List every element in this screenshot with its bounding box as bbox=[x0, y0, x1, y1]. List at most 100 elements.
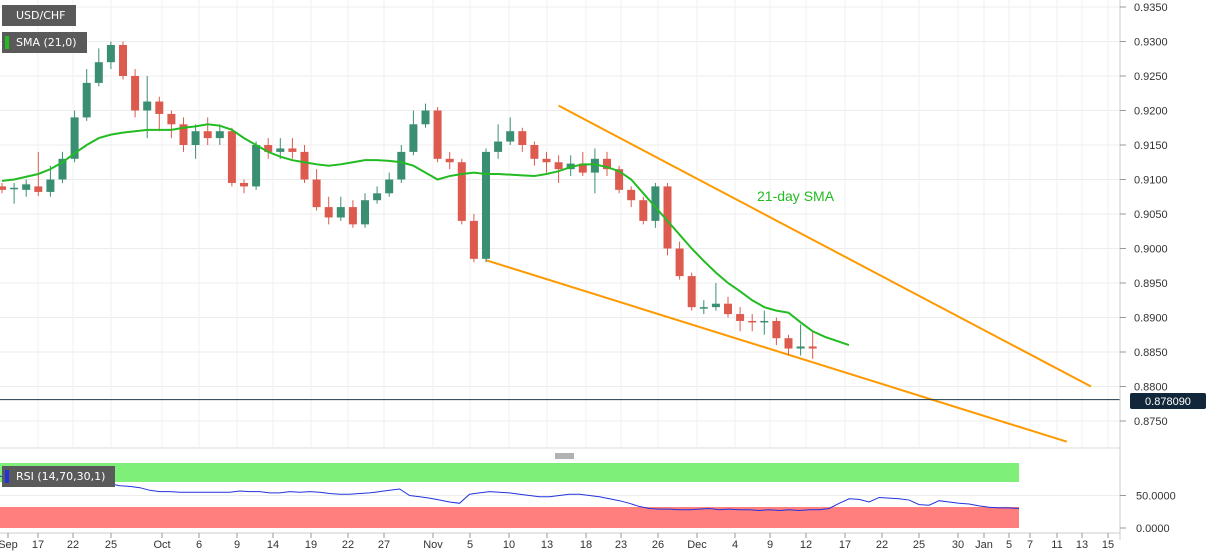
candle-body bbox=[46, 179, 55, 192]
candle bbox=[252, 141, 261, 190]
x-axis-ticks: Sep 17 22 25 Oct 6 9 14 19 22 27 Nov 5 10 13 18 23 26 Dec 4… bbox=[0, 533, 1114, 551]
candle bbox=[663, 182, 672, 256]
candle bbox=[397, 145, 406, 183]
candle-body bbox=[808, 346, 817, 349]
x-tick-label: 5 bbox=[1006, 539, 1012, 551]
candle bbox=[736, 307, 745, 332]
pane-resize-handle[interactable] bbox=[555, 453, 574, 459]
candle bbox=[687, 272, 696, 311]
y-tick-label: 0.9050 bbox=[1134, 209, 1168, 221]
rsi-legend-tag[interactable]: RSI (14,70,30,1) bbox=[2, 466, 116, 487]
candle-body bbox=[421, 110, 430, 125]
y-tick-label: 0.9150 bbox=[1134, 140, 1168, 152]
candle-body bbox=[94, 62, 103, 83]
candle-body bbox=[131, 76, 140, 111]
x-tick-label: Sep bbox=[0, 539, 18, 551]
x-tick-label: 15 bbox=[1102, 539, 1114, 551]
candle-body bbox=[675, 248, 684, 277]
candle-body bbox=[240, 182, 248, 187]
y-tick-label: 0.9100 bbox=[1134, 175, 1168, 187]
x-tick-label: 22 bbox=[67, 539, 79, 551]
price-y-ticks: 0.9350 0.9300 0.9250 0.9200 0.9150 0.9100 0.90… bbox=[1120, 2, 1168, 428]
candle-body bbox=[506, 131, 515, 142]
candle bbox=[324, 196, 333, 225]
y-tick-label: 0.8800 bbox=[1134, 382, 1168, 394]
candle-body bbox=[34, 186, 43, 192]
candle-body bbox=[590, 158, 599, 173]
candle bbox=[421, 103, 430, 128]
symbol-tag[interactable]: USD/CHF bbox=[2, 5, 76, 26]
y-tick-label: 0.8900 bbox=[1134, 313, 1168, 325]
y-tick-label: 0.9350 bbox=[1134, 2, 1168, 14]
candle-body bbox=[385, 179, 394, 194]
rsi-oversold-zone bbox=[0, 507, 1019, 528]
candle-body bbox=[167, 113, 176, 125]
x-tick-label: 17 bbox=[839, 539, 851, 551]
candle bbox=[506, 117, 515, 145]
candle-body bbox=[264, 145, 273, 152]
x-tick-label: 4 bbox=[732, 539, 738, 551]
candle bbox=[482, 148, 490, 263]
candle bbox=[748, 314, 757, 332]
candle-body bbox=[772, 320, 781, 339]
candle bbox=[772, 317, 781, 346]
candle bbox=[590, 148, 599, 194]
candle bbox=[215, 124, 224, 145]
candle-body bbox=[530, 145, 539, 159]
candle bbox=[518, 127, 527, 152]
candle-body bbox=[10, 187, 19, 190]
candle-body bbox=[300, 151, 309, 180]
x-tick-label: 23 bbox=[615, 539, 627, 551]
candle bbox=[300, 145, 309, 183]
x-tick-label: 9 bbox=[234, 539, 240, 551]
candle-body bbox=[627, 189, 636, 201]
x-tick-label: 17 bbox=[32, 539, 44, 551]
candle-body bbox=[58, 158, 67, 180]
rsi-line bbox=[0, 475, 1020, 511]
x-tick-label: 12 bbox=[800, 539, 812, 551]
candle bbox=[724, 296, 732, 318]
candle-body bbox=[518, 131, 527, 145]
candle-body bbox=[348, 207, 357, 225]
candles bbox=[0, 41, 817, 359]
sma-line bbox=[1, 123, 850, 347]
candle-body bbox=[312, 179, 321, 208]
candle-body bbox=[736, 314, 745, 321]
candle-body bbox=[203, 131, 212, 139]
candle bbox=[119, 41, 127, 80]
candle-body bbox=[687, 276, 696, 308]
sma-annotation: 21-day SMA bbox=[757, 188, 835, 204]
candle bbox=[711, 283, 720, 311]
y-tick-label: 0.8750 bbox=[1134, 416, 1168, 428]
candle bbox=[627, 186, 636, 208]
candle bbox=[603, 151, 611, 177]
candle-body bbox=[155, 101, 164, 114]
x-tick-label: 10 bbox=[503, 539, 515, 551]
x-tick-label: 25 bbox=[913, 539, 925, 551]
candle bbox=[46, 165, 55, 197]
rsi-tick-label: 50.0000 bbox=[1136, 491, 1176, 503]
candle bbox=[82, 69, 91, 121]
candle bbox=[58, 151, 67, 183]
x-tick-label: Jan bbox=[975, 539, 993, 551]
candle bbox=[469, 214, 478, 263]
candle-body bbox=[784, 338, 793, 349]
candle bbox=[530, 141, 539, 166]
y-tick-label: 0.8850 bbox=[1134, 347, 1168, 359]
current-price-badge bbox=[1130, 393, 1206, 409]
candle bbox=[361, 193, 369, 228]
candle bbox=[760, 310, 769, 335]
candle bbox=[808, 331, 817, 359]
candle bbox=[433, 107, 442, 163]
candle bbox=[554, 155, 563, 183]
x-tick-label: 27 bbox=[378, 539, 390, 551]
price-grid bbox=[0, 0, 1120, 447]
candle-body bbox=[433, 110, 442, 159]
candle bbox=[651, 182, 660, 228]
candle-body bbox=[70, 117, 79, 159]
candle-body bbox=[336, 207, 345, 218]
sma-legend-tag[interactable]: SMA (21,0) bbox=[2, 32, 87, 53]
rsi-overbought-zone bbox=[0, 463, 1019, 482]
candle bbox=[699, 300, 708, 315]
